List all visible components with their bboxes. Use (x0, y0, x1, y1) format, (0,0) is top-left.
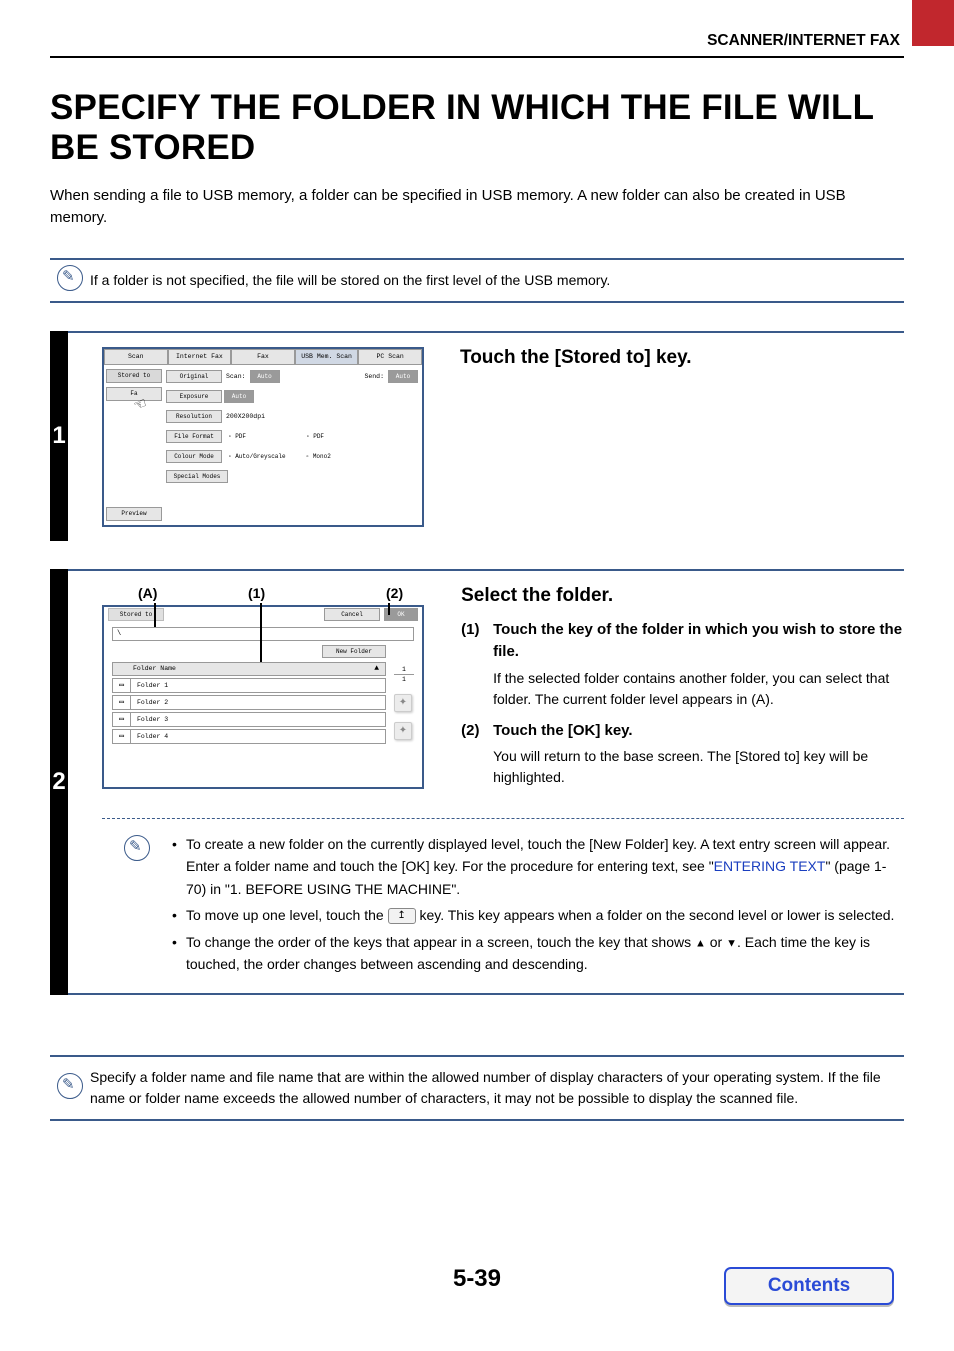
preview-button[interactable]: Preview (106, 507, 162, 521)
note-block-2: Specify a folder name and file name that… (50, 1055, 904, 1121)
fax-sidetab[interactable]: Fa ☜ (106, 387, 162, 401)
note-block-1: If a folder is not specified, the file w… (50, 258, 904, 303)
exposure-button[interactable]: Exposure (166, 390, 222, 403)
scroll-counter-bot: 1 (394, 675, 414, 684)
folder-row-1[interactable]: ▭Folder 1 (112, 678, 386, 693)
tab-usb[interactable]: USB Mem. Scan (295, 349, 359, 365)
exposure-auto[interactable]: Auto (224, 390, 254, 403)
step-1-diagram: Scan Internet Fax Fax USB Mem. Scan PC S… (102, 347, 432, 527)
step-2-number: 2 (50, 569, 68, 996)
scan-auto[interactable]: Auto (250, 370, 280, 383)
note-2-text: Specify a folder name and file name that… (90, 1061, 904, 1115)
callout-1: (1) (248, 585, 386, 601)
scroll-column: 1 1 ✦ ✦ (394, 665, 414, 740)
pencil-icon (50, 1073, 90, 1104)
colourmode-button[interactable]: Colour Mode (166, 450, 222, 463)
pdf-icon-2: ▫ PDF (306, 433, 324, 440)
stored-to-key[interactable]: Stored to (106, 369, 162, 383)
sort-asc-icon: ▲ (695, 937, 706, 949)
substep-2-body: You will return to the base screen. The … (493, 746, 904, 788)
specialmodes-button[interactable]: Special Modes (166, 470, 228, 483)
tips-block: To create a new folder on the currently … (102, 833, 904, 979)
pdf-icon-1: ▫ PDF (228, 433, 246, 440)
tab-scan[interactable]: Scan (104, 349, 168, 365)
scroll-up-button[interactable]: ✦ (394, 694, 412, 712)
tip-3: To change the order of the keys that app… (172, 931, 904, 976)
page-title: SPECIFY THE FOLDER IN WHICH THE FILE WIL… (50, 88, 904, 169)
autogrey-label: ▫ Auto/Greyscale (228, 453, 286, 460)
tip-1: To create a new folder on the currently … (172, 833, 904, 900)
pencil-icon (102, 833, 172, 979)
new-folder-button[interactable]: New Folder (322, 645, 386, 658)
d2-stored-to: Stored to (108, 608, 164, 621)
up-level-key-icon: ↥ (388, 908, 416, 924)
callout-line-2 (388, 603, 390, 615)
substep-2-head: (2) Touch the [OK] key. (461, 720, 904, 743)
callout-line-1 (260, 603, 262, 663)
folder-row-3[interactable]: ▭Folder 3 (112, 712, 386, 727)
sort-desc-icon: ▼ (726, 937, 737, 949)
dashed-divider (102, 818, 904, 819)
folder-name-header[interactable]: Folder Name ▲ (112, 662, 386, 676)
step-2: 2 (A) (1) (2) Stored to (50, 569, 904, 996)
tip-2: To move up one level, touch the ↥ key. T… (172, 904, 904, 926)
scroll-down-button[interactable]: ✦ (394, 722, 412, 740)
mono2-label: ▫ Mono2 (306, 453, 331, 460)
step-2-diagram: (A) (1) (2) Stored to Cancel OK (102, 585, 433, 799)
sort-icon[interactable]: ▲ (374, 664, 379, 673)
cancel-button[interactable]: Cancel (324, 608, 380, 621)
path-display: \ (112, 627, 414, 641)
folder-icon: ▭ (113, 696, 131, 709)
step-1: 1 Scan Internet Fax Fax USB Mem. Scan PC… (50, 331, 904, 541)
send-auto[interactable]: Auto (388, 370, 418, 383)
fileformat-button[interactable]: File Format (166, 430, 222, 443)
callout-line-a (154, 603, 156, 627)
note-1-text: If a folder is not specified, the file w… (90, 264, 904, 297)
folder-icon: ▭ (113, 730, 131, 743)
folder-icon: ▭ (113, 679, 131, 692)
callout-a: (A) (138, 585, 248, 601)
step-2-heading: Select the folder. (461, 585, 904, 607)
header-rule (50, 56, 904, 58)
step-1-heading: Touch the [Stored to] key. (460, 347, 904, 369)
tab-fax[interactable]: Fax (231, 349, 295, 365)
corner-accent (912, 0, 954, 46)
folder-row-4[interactable]: ▭Folder 4 (112, 729, 386, 744)
pencil-icon (50, 265, 90, 296)
intro-text: When sending a file to USB memory, a fol… (50, 185, 904, 230)
breadcrumb: SCANNER/INTERNET FAX (50, 32, 904, 50)
resolution-value: 200X200dpi (222, 413, 269, 420)
step-1-number: 1 (50, 331, 68, 541)
entering-text-link[interactable]: ENTERING TEXT (714, 858, 826, 874)
tab-ifax[interactable]: Internet Fax (168, 349, 232, 365)
original-button[interactable]: Original (166, 370, 222, 383)
tab-pcscan[interactable]: PC Scan (358, 349, 422, 365)
substep-1-body: If the selected folder contains another … (493, 668, 904, 710)
scroll-counter-top: 1 (394, 665, 414, 675)
send-label: Send: (360, 373, 388, 380)
substep-1-head: (1) Touch the key of the folder in which… (461, 619, 904, 664)
scan-label: Scan: (222, 373, 250, 380)
contents-button[interactable]: Contents (724, 1267, 894, 1305)
resolution-button[interactable]: Resolution (166, 410, 222, 423)
folder-row-2[interactable]: ▭Folder 2 (112, 695, 386, 710)
callout-2: (2) (386, 585, 433, 601)
folder-icon: ▭ (113, 713, 131, 726)
